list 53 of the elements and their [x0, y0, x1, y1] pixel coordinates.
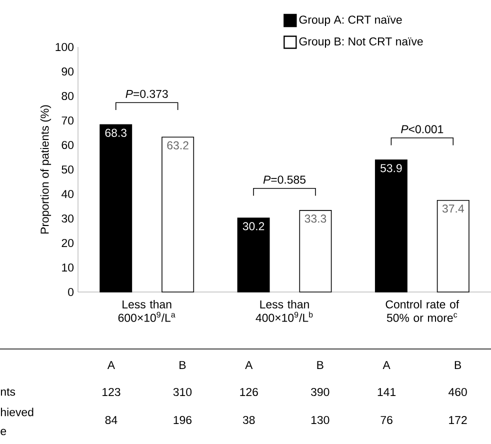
text: 130 [311, 416, 330, 424]
bar [436, 200, 470, 292]
text: 126 [240, 388, 258, 396]
text: 76 [380, 416, 392, 424]
text: 172 [449, 416, 467, 424]
data-label: 30.2 [242, 222, 264, 230]
x-tick-label: Control rate of 50% or more$^{c}$ [386, 300, 460, 322]
legend-label: Group B: Not CRT naïve [299, 37, 423, 48]
text: 460 [448, 388, 467, 396]
text: 141 [378, 388, 396, 396]
text: 38 [242, 416, 255, 424]
bar [374, 160, 408, 292]
bar [299, 210, 332, 292]
text: nts [0, 388, 16, 396]
bar [100, 124, 132, 292]
text: 390 [311, 388, 330, 396]
y-tick-label: 20 [62, 238, 74, 248]
data-label: 63.2 [167, 141, 188, 150]
bar [237, 218, 270, 292]
annotation: P=0.373 [126, 90, 168, 98]
y-tick-label: 0 [68, 288, 74, 296]
text: 84 [105, 416, 118, 424]
text: 196 [174, 416, 192, 424]
y-tick-label: 50 [62, 165, 74, 174]
y-tick-label: 30 [62, 214, 74, 223]
data-label: 37.4 [442, 204, 464, 213]
text: B [317, 361, 324, 369]
y-tick-label: 10 [62, 263, 74, 272]
text: 310 [173, 388, 192, 396]
data-label: 53.9 [380, 164, 402, 172]
text: A [382, 361, 390, 369]
y-tick-label: 70 [62, 116, 74, 125]
text: A [107, 361, 115, 369]
y-tick-label: 80 [62, 92, 74, 100]
y-tick-label: 40 [62, 190, 74, 198]
legend-label: Group A: CRT naïve [299, 16, 402, 26]
bar [162, 136, 194, 292]
y-tick-label: 90 [62, 67, 74, 76]
y-axis-title: Proportion of patients (%) [40, 105, 52, 234]
text: hieved [0, 408, 34, 416]
annotation: P<0.001 [401, 125, 444, 134]
text: B [454, 361, 461, 369]
data-label: 68.3 [105, 128, 126, 137]
x-tick-label: Less than 600×10$^{9}$/L$^{a}$ [118, 300, 176, 322]
text: 123 [102, 388, 120, 396]
y-tick-label: 60 [62, 140, 74, 150]
y-tick-label: 100 [56, 42, 74, 52]
x-tick-label: Less than 400×10$^{9}$/L$^{b}$ [256, 300, 313, 322]
text: B [180, 361, 186, 369]
text: e [0, 428, 6, 436]
text: A [245, 361, 253, 369]
data-label: 33.3 [304, 214, 326, 223]
annotation: P=0.585 [263, 176, 306, 184]
